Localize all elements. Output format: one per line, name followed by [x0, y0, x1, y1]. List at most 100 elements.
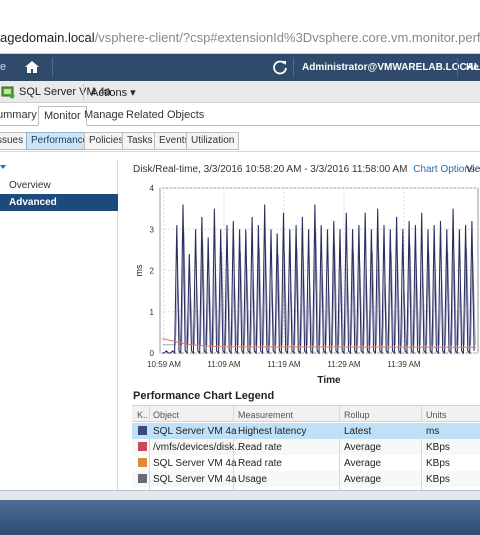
legend-row[interactable]: /vmfs/devices/disk... Read rate Average KBp…	[132, 439, 480, 455]
x-tick-label: 11:39 AM	[387, 360, 421, 369]
header-divider	[52, 58, 53, 77]
legend-row[interactable]: SQL Server VM 4a Read rate Average KBps	[132, 455, 480, 471]
column-divider	[233, 471, 234, 487]
legend-col-key[interactable]: K..	[137, 410, 149, 420]
collapse-icon[interactable]	[0, 163, 8, 171]
column-divider	[421, 471, 422, 487]
column-divider	[339, 439, 340, 455]
legend-units: KBps	[426, 474, 450, 485]
tab-related-objects[interactable]: Related Objects	[126, 109, 205, 121]
series-color-swatch	[138, 442, 147, 451]
column-divider	[233, 487, 234, 490]
vm-icon	[1, 86, 15, 99]
legend-rollup: Average	[344, 458, 382, 469]
left-nav-pane: Overview Advanced	[0, 160, 118, 490]
home-icon[interactable]	[22, 58, 42, 76]
legend-object: SQL Server VM 4a	[153, 458, 237, 469]
column-divider	[233, 439, 234, 455]
subtab-performance[interactable]: Performance	[26, 132, 94, 150]
column-divider	[233, 455, 234, 471]
chart-options-link[interactable]: Chart Options	[413, 164, 475, 175]
y-tick-label: 3	[150, 225, 155, 234]
column-divider	[149, 439, 150, 455]
y-tick-label: 0	[150, 349, 155, 358]
column-divider	[149, 455, 150, 471]
legend-rollup: Latest	[344, 426, 372, 437]
column-divider	[421, 487, 422, 490]
app-header: e Administrator@VMWARELAB.LOCAL ▾ He	[0, 54, 480, 81]
user-menu[interactable]: Administrator@VMWARELAB.LOCAL ▾	[302, 62, 480, 73]
legend-title: Performance Chart Legend	[133, 390, 275, 402]
browser-address-bar[interactable]: agedomain.local/vsphere-client/?csp#exte…	[0, 26, 480, 54]
legend-measurement: Read rate	[238, 442, 282, 453]
subtab-events[interactable]: Events	[154, 132, 195, 150]
column-divider	[233, 406, 234, 422]
series-color-swatch	[138, 474, 147, 483]
column-divider	[339, 487, 340, 490]
column-divider	[149, 487, 150, 490]
legend-row[interactable]: SQL Server VM 4a Highest latency Latest ms	[132, 423, 480, 439]
subtab-tasks[interactable]: Tasks	[122, 132, 158, 150]
column-divider	[339, 406, 340, 422]
legend-col-measurement[interactable]: Measurement	[238, 410, 294, 420]
legend-rollup: Average	[344, 442, 382, 453]
help-menu[interactable]: He	[466, 62, 479, 73]
column-divider	[421, 406, 422, 422]
nav-item-advanced[interactable]: Advanced	[0, 194, 118, 211]
legend-measurement: Highest latency	[238, 426, 307, 437]
title-divider	[83, 84, 84, 100]
legend-units: KBps	[426, 458, 450, 469]
chart-title: Disk/Real-time, 3/3/2016 10:58:20 AM - 3…	[133, 164, 408, 175]
subtab-underline	[0, 151, 480, 152]
y-tick-label: 1	[150, 308, 155, 317]
object-title-bar: SQL Server VM 4a Actions ▾	[0, 81, 480, 103]
y-axis-label: ms	[134, 264, 144, 276]
os-taskbar	[0, 500, 480, 535]
column-divider	[149, 471, 150, 487]
chart-header: Disk/Real-time, 3/3/2016 10:58:20 AM - 3…	[133, 164, 475, 175]
x-tick-label: 11:19 AM	[267, 360, 301, 369]
brand-text: e	[0, 61, 7, 73]
legend-object: SQL Server VM 4a	[153, 474, 237, 485]
column-divider	[149, 423, 150, 439]
x-axis-label: Time	[317, 375, 341, 386]
refresh-icon[interactable]	[272, 59, 288, 75]
nav-item-overview[interactable]: Overview	[9, 180, 51, 191]
header-divider	[293, 58, 294, 77]
subtab-policies[interactable]: Policies	[84, 132, 129, 150]
column-divider	[233, 423, 234, 439]
series-color-swatch	[138, 458, 147, 467]
column-divider	[421, 455, 422, 471]
x-tick-label: 11:29 AM	[327, 360, 361, 369]
y-tick-label: 2	[150, 267, 155, 276]
column-divider	[339, 423, 340, 439]
legend-row[interactable]: SQL Server VM 4a Usage Average KBps	[132, 471, 480, 487]
actions-menu[interactable]: Actions ▾	[91, 87, 136, 99]
tab-manage[interactable]: Manage	[84, 109, 124, 121]
url-text[interactable]: agedomain.local/vsphere-client/?csp#exte…	[0, 30, 480, 45]
object-name: SQL Server VM 4a	[19, 86, 111, 98]
legend-col-units[interactable]: Units	[426, 410, 447, 420]
series-line-read-rate	[161, 338, 477, 348]
tab-monitor[interactable]: Monitor	[38, 106, 87, 126]
legend-col-rollup[interactable]: Rollup	[344, 410, 370, 420]
legend-measurement: Read rate	[238, 458, 282, 469]
legend-units: KBps	[426, 442, 450, 453]
legend-units: ms	[426, 426, 440, 437]
tab-summary[interactable]: ummary	[0, 109, 37, 121]
column-divider	[339, 471, 340, 487]
column-divider	[149, 406, 150, 422]
x-tick-label: 10:59 AM	[147, 360, 181, 369]
view-label[interactable]: View	[466, 164, 480, 175]
x-tick-label: 11:09 AM	[207, 360, 241, 369]
subtab-utilization[interactable]: Utilization	[186, 132, 240, 150]
legend-col-object[interactable]: Object	[153, 410, 180, 420]
legend-object: /vmfs/devices/disk...	[153, 442, 243, 453]
performance-chart[interactable]: 0 1 2 3 4 10:59 AM 11:09 AM 11:19 AM 11:29 AM 11:…	[130, 180, 480, 390]
legend-header-row: K.. Object Measurement Rollup Units	[132, 406, 480, 422]
legend-measurement: Usage	[238, 474, 267, 485]
